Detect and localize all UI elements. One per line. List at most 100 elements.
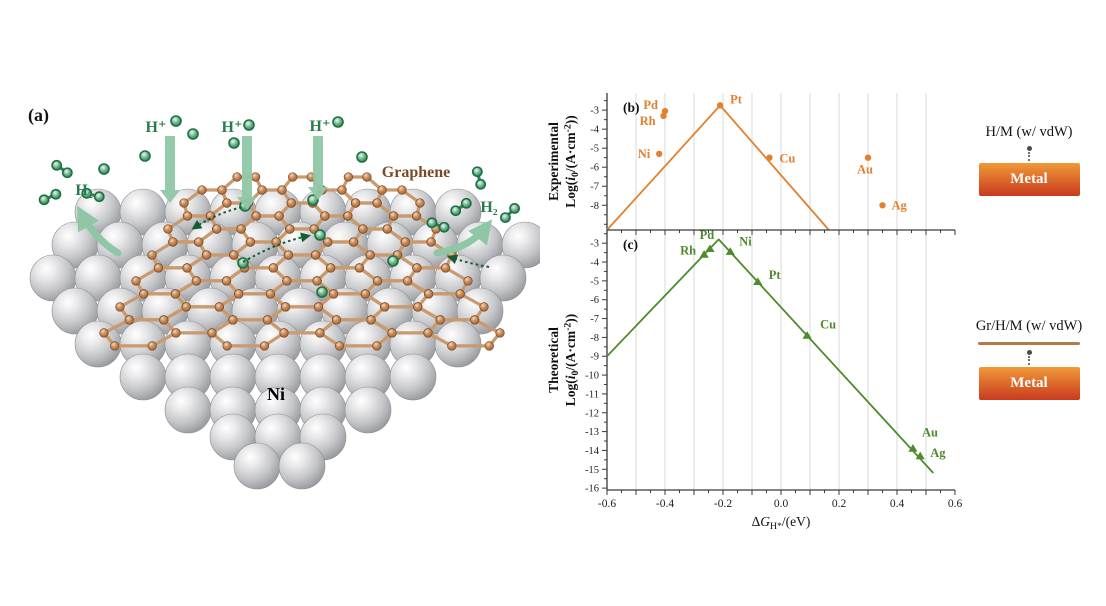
h-atom-dot-icon [1026,350,1032,355]
y-tick-label: -9 [590,352,599,363]
legend-grhm-title: Gr/H/M (w/ vdW) [975,318,1083,334]
data-point-Ni [725,247,735,255]
carbon-atom [400,237,410,247]
data-point-Cu [766,154,773,161]
carbon-atom [153,263,164,273]
h-migration-dotted-arrow [191,205,248,230]
data-point-Ag [879,202,886,209]
y-axis-title-units-c: Log(i0/(A·cm-2)) [563,314,582,406]
carbon-atom [402,276,413,286]
carbon-atom [470,315,480,325]
y-tick-label: -14 [585,446,600,457]
carbon-atom [447,341,457,351]
carbon-atom [382,224,392,234]
hydrogen-atom [316,286,328,298]
x-tick-label: -0.4 [656,498,674,510]
hydrogen-atom [228,137,240,149]
carbon-atom [366,315,376,325]
h2-molecule [450,197,472,217]
y-tick-label: -7 [590,182,599,193]
metal-slab-box: Metal [978,367,1080,400]
y-tick-label: -11 [585,389,599,400]
hydrogen-atom [475,178,487,190]
carbon-atom [274,211,284,221]
carbon-atom [259,341,270,351]
carbon-atom [279,328,289,338]
carbon-atom [228,315,238,325]
carbon-atom [411,211,422,221]
y-tick-label: -13 [585,427,599,438]
carbon-atom [348,237,359,247]
y-tick-label: -5 [590,276,599,287]
carbon-atom [334,341,345,351]
hydrogen-atom [438,221,450,233]
carbon-atom [315,328,325,338]
hplus-label-3: H⁺ [310,118,331,135]
carbon-atom [245,237,256,247]
carbon-atom [236,224,246,234]
carbon-atom [388,211,399,221]
h2-molecule [500,203,520,223]
carbon-atom [380,302,390,312]
data-point-Cu [802,331,812,339]
proton-down-arrow-icon [308,136,328,200]
nickel-atom-sphere [119,353,167,401]
carbon-atom [350,198,361,208]
point-label-Ni: Ni [739,235,752,249]
y-tick-label: -4 [590,125,599,136]
carbon-atom [182,211,193,221]
nickel-atom-sphere [164,386,212,434]
hydrogen-atom [139,150,151,162]
adsorbed-h-icon [1026,350,1032,367]
data-point-Au [908,444,918,452]
carbon-atom [455,289,465,299]
carbon-atom [413,302,423,312]
carbon-atom [212,224,222,234]
carbon-atom [354,263,365,273]
carbon-atom [168,237,178,247]
y-axis-title-units-b: Log(i0/(A·cm-2)) [563,115,582,207]
x-axis-title: ΔGH*/(eV) [752,514,811,532]
bond-dotted-line-icon [1028,152,1030,161]
x-tick-label: -0.6 [598,498,616,510]
hydrogen-atom [98,163,110,175]
y-tick-label: -4 [590,258,599,269]
carbon-atom [337,185,347,195]
y-tick-label: -16 [585,484,599,495]
nickel-slab-spheres [29,188,540,490]
carbon-atom [463,276,473,286]
y-axis-title-word-c: Theoretical [546,327,561,393]
hydrogen-atom [509,203,520,214]
h-migration-dotted-arrow [242,232,311,263]
carbon-atom [362,172,372,182]
carbon-atom [171,328,181,338]
metal-slab-box: Metal [978,163,1080,196]
carbon-atom [372,276,383,286]
carbon-atom [207,328,217,338]
carbon-atom [310,250,321,260]
carbon-atom [139,289,149,299]
carbon-atom [387,328,397,338]
carbon-atom [372,198,382,208]
point-label-Ag: Ag [930,446,946,460]
carbon-atom [288,172,298,182]
carbon-atom [412,263,422,273]
nickel-atom-sphere [389,353,437,401]
point-label-Cu: Cu [779,152,795,166]
y-tick-label: -5 [590,144,599,155]
h2-release-arrow-right [433,219,493,257]
carbon-atom [343,172,354,182]
carbon-atom [285,224,295,234]
carbon-atom [360,289,370,299]
point-label-Ni: Ni [638,147,651,161]
point-label-Cu: Cu [820,318,836,332]
hydrogen-atom [93,191,105,203]
h-atom-dot-icon [1026,146,1032,151]
graphene-label: Graphene [382,164,450,181]
hydrogen-atom [460,197,472,209]
hydrogen-atom [471,166,483,178]
nickel-atom-sphere [434,320,482,368]
carbon-atom [222,198,232,208]
point-label-Rh: Rh [640,114,656,128]
